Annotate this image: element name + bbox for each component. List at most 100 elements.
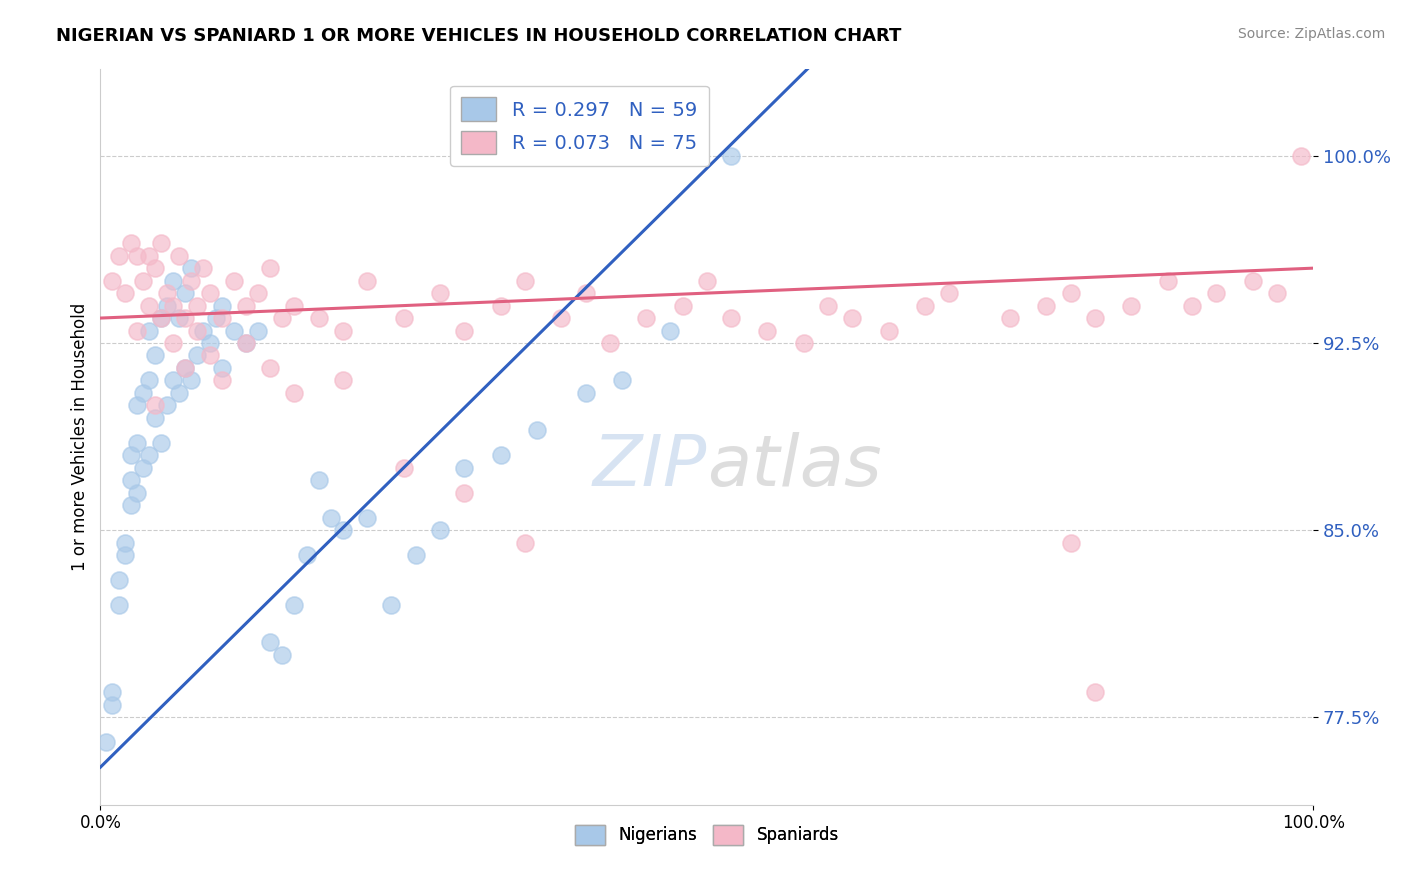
Point (125, 485, 148, 500)
Point (162, 274, 184, 288)
Point (1084, 685, 1107, 699)
Point (198, 349, 221, 363)
Point (599, 336, 621, 351)
Point (167, 249, 190, 263)
Point (659, 324, 682, 338)
Point (180, 261, 202, 276)
Point (180, 374, 202, 388)
Point (180, 274, 202, 288)
Point (817, 299, 839, 313)
Point (271, 311, 294, 326)
Point (489, 299, 512, 313)
Point (193, 324, 215, 338)
Point (120, 448, 142, 462)
Point (356, 274, 378, 288)
Text: Source: ZipAtlas.com: Source: ZipAtlas.com (1237, 27, 1385, 41)
Point (610, 374, 633, 388)
Point (332, 523, 354, 537)
Point (235, 299, 257, 313)
Point (1060, 535, 1083, 549)
Point (125, 249, 148, 263)
Point (156, 299, 179, 313)
Text: atlas: atlas (707, 432, 882, 500)
Point (671, 299, 693, 313)
Point (222, 274, 245, 288)
Point (101, 685, 124, 699)
Point (793, 336, 815, 351)
Point (162, 299, 184, 313)
Point (167, 386, 190, 401)
Point (1241, 274, 1264, 288)
Point (938, 286, 960, 301)
Point (1181, 299, 1204, 313)
Point (405, 548, 427, 562)
Point (1121, 299, 1143, 313)
Point (429, 523, 451, 537)
Point (114, 535, 136, 549)
Point (114, 548, 136, 562)
Point (156, 398, 179, 412)
Point (162, 336, 184, 351)
Point (114, 286, 136, 301)
Point (211, 299, 233, 313)
Point (453, 324, 475, 338)
Point (392, 311, 415, 326)
Point (380, 598, 402, 612)
Text: ZIP: ZIP (592, 432, 707, 500)
Point (914, 299, 936, 313)
Point (174, 361, 197, 376)
Point (120, 498, 142, 512)
Point (125, 324, 148, 338)
Point (101, 698, 124, 712)
Point (138, 299, 160, 313)
Point (259, 361, 281, 376)
Point (186, 299, 208, 313)
Point (550, 311, 572, 326)
Point (513, 535, 536, 549)
Point (453, 485, 475, 500)
Y-axis label: 1 or more Vehicles in Household: 1 or more Vehicles in Household (72, 302, 89, 571)
Point (636, 311, 658, 326)
Point (526, 423, 548, 437)
Point (186, 324, 208, 338)
Point (1060, 286, 1083, 301)
Point (308, 311, 330, 326)
Point (392, 460, 415, 475)
Point (1205, 286, 1227, 301)
Point (132, 460, 155, 475)
Point (125, 435, 148, 450)
Point (125, 398, 148, 412)
Point (193, 261, 215, 276)
Point (150, 311, 173, 326)
Point (198, 286, 221, 301)
Point (283, 598, 305, 612)
Point (356, 510, 378, 524)
Point (877, 324, 900, 338)
Point (235, 336, 257, 351)
Point (574, 286, 596, 301)
Point (332, 374, 354, 388)
Point (283, 386, 305, 401)
Point (143, 398, 166, 412)
Point (247, 324, 270, 338)
Point (271, 648, 294, 662)
Point (143, 349, 166, 363)
Point (720, 311, 742, 326)
Point (308, 473, 330, 487)
Point (756, 324, 779, 338)
Point (211, 374, 233, 388)
Point (998, 311, 1021, 326)
Point (720, 149, 742, 163)
Point (138, 374, 160, 388)
Point (174, 311, 197, 326)
Point (332, 324, 354, 338)
Point (211, 361, 233, 376)
Point (1289, 149, 1312, 163)
Point (1084, 311, 1107, 326)
Point (453, 460, 475, 475)
Point (211, 311, 233, 326)
Point (143, 261, 166, 276)
Point (132, 386, 155, 401)
Point (259, 261, 281, 276)
Point (841, 311, 863, 326)
